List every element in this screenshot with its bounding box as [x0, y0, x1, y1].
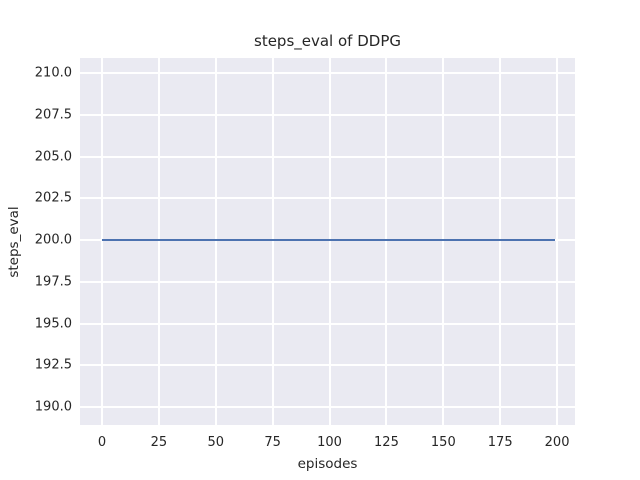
x-tick-label: 100: [317, 435, 342, 450]
gridline-y-197-5: [80, 280, 575, 283]
gridline-x-125: [385, 58, 388, 425]
gridline-x-150: [442, 58, 445, 425]
y-tick-label: 205.0: [34, 149, 72, 165]
y-tick-label: 192.5: [34, 357, 72, 373]
y-tick-label: 195.0: [34, 316, 72, 332]
y-tick-label: 197.5: [34, 274, 72, 290]
chart-title: steps_eval of DDPG: [254, 32, 401, 50]
y-tick-label: 202.5: [34, 190, 72, 206]
gridline-x-200: [556, 58, 559, 425]
y-tick-label: 190.0: [34, 399, 72, 415]
gridline-x-75: [271, 58, 274, 425]
x-tick-label: 200: [544, 435, 570, 450]
plot-area: [80, 58, 575, 425]
y-axis-tick-labels: 210.0 207.5 205.0 202.5 200.0 197.5 195.…: [0, 58, 72, 425]
x-tick-label: 0: [97, 435, 107, 450]
x-tick-label: 150: [430, 435, 456, 450]
gridline-x-50: [214, 58, 217, 425]
gridline-y-207-5: [80, 113, 575, 116]
gridline-y-202-5: [80, 197, 575, 200]
gridline-y-192-5: [80, 364, 575, 367]
gridline-y-205: [80, 155, 575, 158]
gridline-x-25: [157, 58, 160, 425]
x-tick-label: 25: [150, 435, 168, 450]
y-tick-label: 200.0: [34, 232, 72, 248]
y-tick-label: 210.0: [34, 65, 72, 81]
x-tick-label: 50: [207, 435, 225, 450]
gridline-y-190: [80, 406, 575, 409]
x-tick-label: 125: [374, 435, 399, 450]
y-tick-label: 207.5: [34, 107, 72, 123]
gridline-y-195: [80, 322, 575, 325]
x-tick-label: 175: [487, 435, 513, 450]
line-series-steps-eval: [101, 238, 555, 242]
gridline-y-210: [80, 72, 575, 74]
x-axis-tick-labels: 0 25 50 75 100 125 150 175 200: [80, 435, 575, 453]
x-axis-label: episodes: [297, 456, 358, 472]
gridline-x-175: [499, 58, 502, 425]
gridline-x-0: [100, 58, 103, 425]
gridline-x-100: [328, 58, 331, 425]
x-tick-label: 75: [264, 435, 281, 450]
